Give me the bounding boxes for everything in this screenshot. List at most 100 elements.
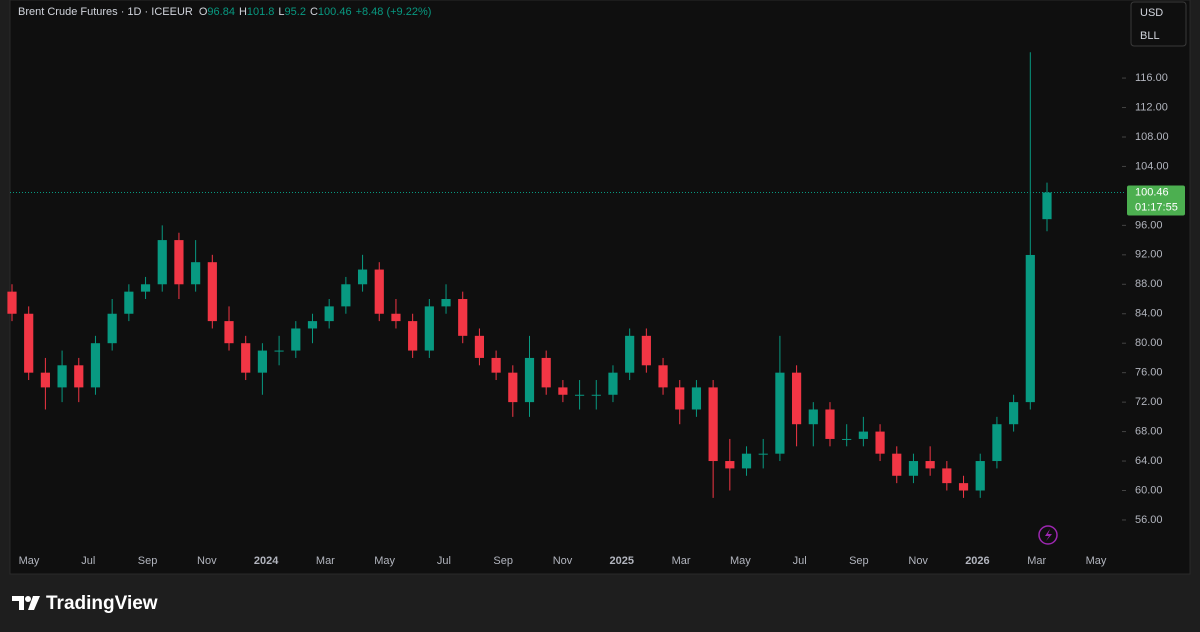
y-tick-label: 56.00	[1135, 514, 1163, 526]
candle-body	[675, 387, 685, 410]
last-price-box	[1127, 185, 1185, 216]
plot: 56.00 60.00 64.00 68.00 72.00 76.00 80.00 84.00…	[7, 52, 1185, 567]
candle-body	[741, 453, 752, 469]
candle-body	[808, 409, 818, 425]
logo-dot	[25, 596, 31, 602]
ohlc-label: L	[278, 6, 284, 18]
candle-body	[992, 424, 1002, 462]
candle-body	[307, 321, 318, 329]
candle-body	[574, 394, 585, 396]
low-value: 95.2	[285, 6, 306, 18]
x-tick-label: Nov	[197, 555, 217, 567]
candle-body	[74, 365, 84, 388]
candle-body	[558, 387, 568, 395]
candle-body	[725, 461, 735, 469]
y-tick-label: 64.00	[1135, 455, 1163, 467]
ohlc-label: C	[310, 6, 318, 18]
candle-body	[174, 240, 184, 285]
candle-body	[391, 313, 401, 322]
x-tick-label: Nov	[908, 555, 928, 567]
candle-body	[792, 372, 802, 425]
change: +8.48 (+9.22%)	[356, 6, 432, 18]
unit-box[interactable]	[1130, 1, 1187, 47]
countdown: 01:17:55	[1135, 201, 1178, 213]
y-tick-label: 68.00	[1135, 425, 1163, 437]
candle-body	[591, 394, 601, 396]
candle-body	[608, 372, 618, 395]
x-tick-label: May	[374, 555, 395, 567]
x-tick-label: 2024	[254, 555, 279, 567]
candle-body	[825, 409, 835, 439]
brand-logo: TradingView	[12, 593, 158, 614]
x-tick-label: 2026	[965, 555, 989, 567]
candle-body	[641, 335, 651, 366]
candle-body	[1009, 402, 1019, 425]
x-tick-label: Nov	[553, 555, 573, 567]
candle-body	[925, 461, 935, 469]
x-tick-label: May	[1086, 555, 1107, 567]
candle-body	[257, 350, 267, 373]
x-tick-label: Mar	[316, 555, 335, 567]
x-tick-label: Jul	[81, 555, 95, 567]
candle-body	[691, 387, 702, 410]
candle-body	[708, 387, 718, 462]
ohlc-label: O	[199, 6, 208, 18]
candle-body	[775, 372, 785, 454]
candle-body	[908, 461, 919, 476]
y-tick-label: 84.00	[1135, 308, 1163, 320]
x-tick-label: 2025	[610, 555, 634, 567]
candle-body	[7, 291, 17, 314]
y-tick-label: 96.00	[1135, 219, 1163, 231]
candle-body	[491, 357, 501, 373]
y-tick-label: 112.00	[1135, 101, 1168, 113]
candle-body	[357, 269, 368, 285]
candle-body	[1025, 254, 1035, 403]
candle-body	[241, 343, 251, 373]
x-tick-label: Mar	[1027, 555, 1046, 567]
y-tick-label: 80.00	[1135, 337, 1163, 349]
y-tick-label: 108.00	[1135, 131, 1169, 143]
candle-body	[942, 468, 952, 484]
candle-body	[441, 299, 451, 307]
logo-mark	[12, 596, 24, 610]
symbol: Brent Crude Futures · 1D · ICEEUR	[18, 6, 193, 18]
x-tick-label: Sep	[849, 555, 869, 567]
brand: TradingView	[46, 593, 158, 614]
candle-body	[508, 372, 518, 403]
candle-body	[191, 262, 201, 285]
legend-header: Brent Crude Futures · 1D · ICEEUR O96.84 H…	[18, 6, 431, 18]
y-tick-label: 60.00	[1135, 484, 1163, 496]
last-price-label: 100.46	[1135, 186, 1169, 198]
candle-body	[124, 291, 134, 314]
candle-body	[341, 284, 351, 307]
candle-body	[958, 483, 969, 491]
y-tick-label: 88.00	[1135, 278, 1163, 290]
candle-body	[140, 284, 151, 292]
candle-body	[374, 269, 384, 314]
y-tick-label: 92.00	[1135, 249, 1163, 261]
candle-body	[324, 306, 334, 322]
y-tick-label: 72.00	[1135, 396, 1163, 408]
candle-body	[842, 438, 852, 440]
unit[interactable]: BLL	[1140, 30, 1160, 42]
candle-body	[524, 357, 535, 403]
events-icon[interactable]	[1038, 525, 1058, 545]
chart-panel	[9, 0, 1191, 575]
candle-body	[625, 335, 635, 373]
logo-mark	[28, 596, 40, 610]
x-tick-label: Sep	[493, 555, 513, 567]
open-value: 96.84	[207, 6, 235, 18]
candle-body	[424, 306, 434, 351]
x-tick-label: Mar	[672, 555, 691, 567]
candle-body	[1042, 192, 1052, 220]
candle-body	[658, 365, 668, 388]
ohlc-label: H	[239, 6, 247, 18]
candle-body	[40, 372, 50, 388]
candle-body	[474, 335, 485, 358]
x-tick-label: Sep	[138, 555, 158, 567]
close-value: 100.46	[318, 6, 352, 18]
currency[interactable]: USD	[1140, 7, 1163, 19]
candle-body	[274, 350, 284, 352]
y-tick-label: 116.00	[1135, 72, 1168, 84]
